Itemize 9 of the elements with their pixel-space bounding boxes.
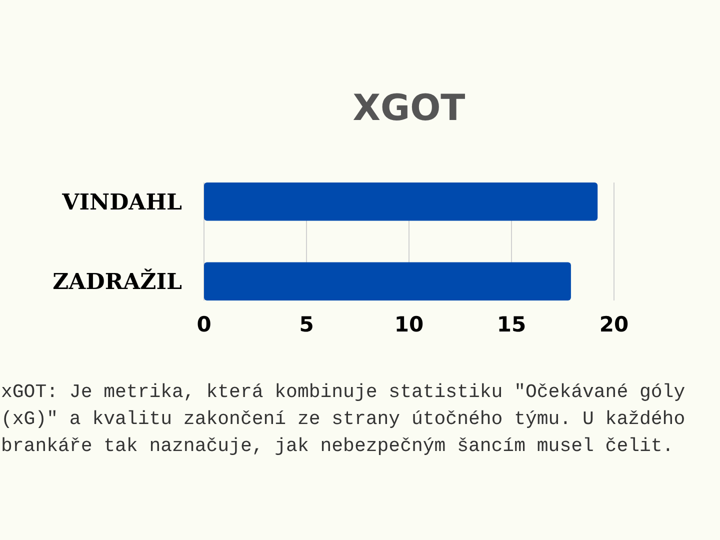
y-tick-label: ZADRAŽIL	[52, 268, 182, 296]
x-tick-label: 20	[599, 312, 629, 336]
y-tick-label: VINDAHL	[61, 189, 182, 216]
x-tick-label: 10	[394, 312, 424, 336]
x-tick-label: 5	[299, 312, 314, 336]
x-tick-label: 15	[496, 312, 526, 336]
chart-title: XGOT	[352, 88, 466, 129]
x-tick-label: 0	[196, 312, 212, 336]
text: xGOT: Je metrika, která kombinuje statistiku "Očekávané góly (xG)" a kvalitu zakončení ze strany útočného týmu. U každého brankáře tak naznačuje, jak nebezpečným šancím musel čelit.	[1, 381, 686, 457]
